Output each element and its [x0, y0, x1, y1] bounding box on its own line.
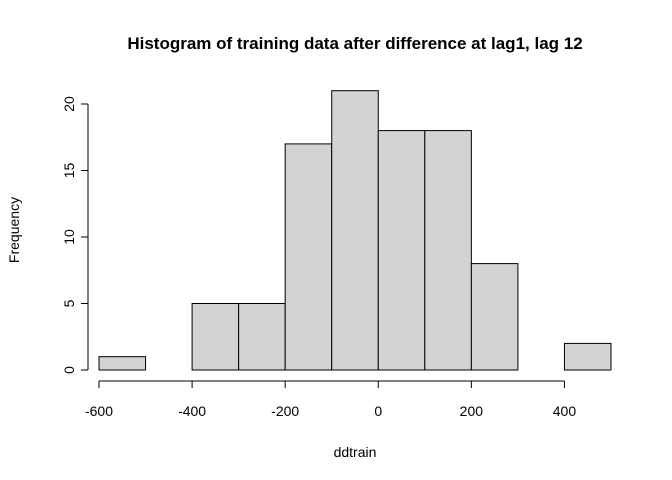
y-tick-label-1: 5 [61, 299, 77, 307]
histogram-bar-8 [470, 263, 519, 371]
x-tick-label-3: 0 [374, 403, 382, 419]
histogram-bar-7 [424, 130, 472, 371]
x-tick-label-2: -200 [271, 403, 299, 419]
histogram-bar-3 [238, 303, 286, 371]
x-axis: -600 -400 -200 0 200 400 [85, 380, 577, 419]
x-tick-label-1: -400 [178, 403, 206, 419]
histogram-bar-4 [284, 143, 333, 371]
y-tick-label-0: 0 [61, 366, 77, 374]
bars-group [98, 90, 612, 371]
y-tick-label-3: 15 [61, 163, 77, 179]
histogram-bar-6 [377, 130, 426, 371]
y-axis-label: Frequency [6, 197, 22, 263]
x-tick-label-4: 200 [460, 403, 484, 419]
histogram-bar-2 [191, 303, 240, 371]
histogram-bar-0 [98, 356, 147, 371]
histogram-bar-5 [331, 90, 379, 371]
y-tick-label-2: 10 [61, 229, 77, 245]
y-axis: 0 5 10 15 20 [61, 96, 89, 374]
x-tick-label-0: -600 [85, 403, 113, 419]
chart-title: Histogram of training data after differe… [127, 34, 582, 53]
histogram-bar-10 [563, 342, 612, 371]
y-tick-label-4: 20 [61, 96, 77, 112]
x-axis-label: ddtrain [334, 444, 377, 460]
x-tick-label-5: 400 [553, 403, 577, 419]
